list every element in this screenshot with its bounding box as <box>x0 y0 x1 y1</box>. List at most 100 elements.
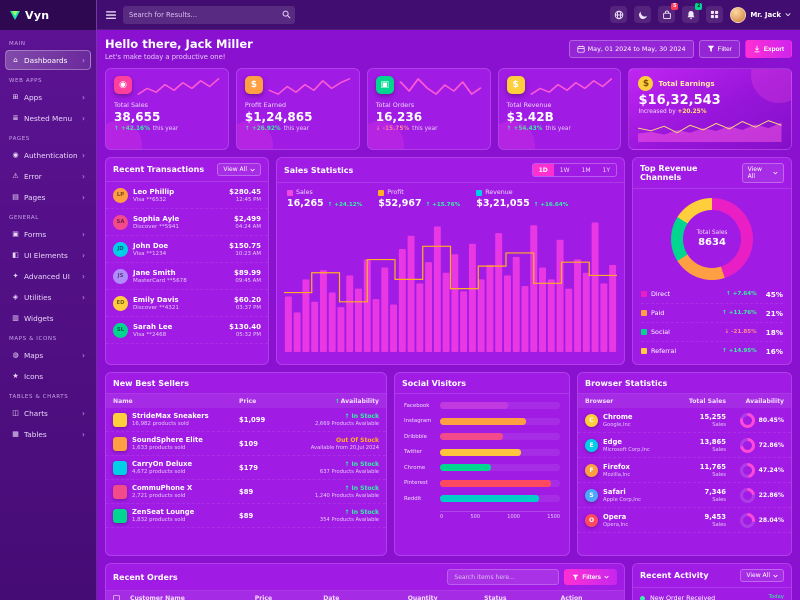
select-all-checkbox[interactable] <box>113 594 120 600</box>
ui-elements-icon: ◧ <box>12 251 19 259</box>
social-bar <box>440 448 521 456</box>
transaction-row[interactable]: ED Emily Davis Discover **4321 $60.20 03:37 … <box>106 290 268 317</box>
product-thumbnail <box>113 412 127 427</box>
transactions-view-all-button[interactable]: View All <box>217 163 261 176</box>
transaction-row[interactable]: JS Jane Smith MasterCard **5678 $89.99 09:45… <box>106 263 268 290</box>
logo[interactable]: Vyn <box>0 0 96 30</box>
sidebar-item-pages[interactable]: ▤ Pages › <box>5 187 91 207</box>
sidebar-item-advanced-ui[interactable]: ✦ Advanced UI › <box>5 266 91 286</box>
sidebar-item-maps[interactable]: ◍ Maps › <box>5 345 91 365</box>
browser-row-firefox[interactable]: F Firefox Mozilla,Inc 11,765 Sales 47.24% <box>578 458 791 483</box>
theme-toggle-icon[interactable] <box>634 6 652 23</box>
orders-column-quantity[interactable]: Quantity <box>407 594 438 600</box>
period-button-1d[interactable]: 1D <box>532 164 554 176</box>
orders-column-customer-name[interactable]: Customer Name <box>130 594 185 600</box>
social-visitors-card: Social Visitors Facebook Instagram Dribbbl… <box>394 372 570 556</box>
globe-glyph <box>614 10 624 19</box>
browser-row-safari[interactable]: S Safari Apple Corp,Inc 7,346 Sales 22.86% <box>578 483 791 508</box>
orders-column-status[interactable]: Status <box>484 594 507 600</box>
browser-row-edge[interactable]: E Edge Microsoft Corp,Inc 13,865 Sales 72.86% <box>578 433 791 458</box>
channel-color-chip <box>641 310 647 316</box>
export-button[interactable]: Export <box>744 40 792 58</box>
browser-company: Microsoft Corp,Inc <box>603 446 650 453</box>
column-total-sales[interactable]: Total Sales <box>688 397 726 405</box>
product-name: CarryOn Deluxe <box>132 460 193 468</box>
search-icon[interactable] <box>277 10 295 19</box>
social-label: Reddit <box>404 495 422 502</box>
sidebar-item-utilities[interactable]: ◈ Utilities › <box>5 287 91 307</box>
sidebar-item-charts[interactable]: ◫ Charts › <box>5 403 91 423</box>
sidebar-section-label: MAPS & ICONS <box>9 336 57 342</box>
channel-color-chip <box>641 348 647 354</box>
best-seller-row[interactable]: StrideMax Sneakers 16,982 products sold $1… <box>106 408 386 432</box>
channel-label: Social <box>651 328 670 336</box>
sidebar-item-forms[interactable]: ▣ Forms › <box>5 224 91 244</box>
orders-column-action[interactable]: Action <box>560 594 583 600</box>
donut-center: Total Sales 8634 <box>683 210 741 268</box>
orders-column-date[interactable]: Date <box>323 594 340 600</box>
best-seller-row[interactable]: ZenSeat Lounge 1,832 products sold $89 ↑ In… <box>106 504 386 528</box>
stat-label: Profit Earned <box>244 101 287 109</box>
sidebar-item-error[interactable]: ⚠ Error › <box>5 166 91 186</box>
activity-view-all-button[interactable]: View All <box>740 569 784 582</box>
stat-delta-note: this year <box>545 126 571 132</box>
date-range-picker[interactable]: May, 01 2024 to May, 30 2024 <box>568 40 694 58</box>
transaction-row[interactable]: JD John Doe Visa **1234 $150.75 10:23 AM <box>106 236 268 263</box>
browser-availability: 80.45% <box>726 412 784 428</box>
legend-delta: ↑ +15.76% <box>425 202 461 208</box>
user-menu[interactable]: Mr. Jack <box>730 6 791 23</box>
cart-icon[interactable]: 5 <box>658 3 679 23</box>
orders-search-input[interactable] <box>447 569 560 585</box>
column-name[interactable]: Name <box>113 397 133 405</box>
chevron-right-icon: › <box>82 192 85 202</box>
period-button-1m[interactable]: 1M <box>581 166 591 174</box>
sidebar-item-nested-menu[interactable]: ≣ Nested Menu › <box>5 108 91 128</box>
transaction-row[interactable]: LP Leo Phillip Visa **6532 $280.45 12:45 PM <box>106 182 268 209</box>
browser-row-chrome[interactable]: C Chrome Google,Inc 15,255 Sales 80.45% <box>578 408 791 433</box>
orders-column-price[interactable]: Price <box>254 594 273 600</box>
transaction-card: Discover **4321 <box>133 304 179 311</box>
browser-sales-value: 13,865 <box>699 437 726 446</box>
channel-label: Referral <box>651 347 677 355</box>
sidebar-item-widgets[interactable]: ▥ Widgets <box>5 308 91 328</box>
filters-button[interactable]: Filters <box>564 569 617 585</box>
activity-list: New Order Received Today <box>633 588 791 600</box>
best-seller-row[interactable]: CarryOn Deluxe 4,672 products sold $179 ↑ I… <box>106 456 386 480</box>
sidebar-item-dashboards[interactable]: ⌂ Dashboards › <box>5 50 91 70</box>
best-seller-row[interactable]: SoundSphere Elite 1,633 products sold $109… <box>106 432 386 456</box>
transaction-row[interactable]: SA Sophia Ayle Discover **5941 $2,499 04:24 … <box>106 209 268 236</box>
chevron-down-icon <box>250 168 255 171</box>
stat-card-total-revenue: $ Total Revenue $3.42B ↑ +54.43% this year <box>497 68 622 150</box>
chevron-right-icon: › <box>82 92 85 102</box>
apps-grid-icon[interactable] <box>706 6 724 23</box>
revenue-channels-view-all-button[interactable]: View All <box>741 163 784 183</box>
transaction-name: Jane Smith <box>133 268 176 277</box>
period-button-1y[interactable]: 1Y <box>602 166 610 174</box>
column-price[interactable]: Price <box>239 397 257 405</box>
filter-button[interactable]: Filter <box>698 40 740 58</box>
activity-item[interactable]: New Order Received Today <box>633 588 791 600</box>
column-availability[interactable]: ↑Availability <box>283 398 379 405</box>
transaction-person: Emily Davis Discover **4321 <box>133 296 179 311</box>
header-controls: May, 01 2024 to May, 30 2024 Filter Expo… <box>568 40 792 58</box>
column-browser[interactable]: Browser <box>585 397 614 405</box>
sidebar-item-ui-elements[interactable]: ◧ UI Elements › <box>5 245 91 265</box>
sidebar-item-apps[interactable]: ⊞ Apps › <box>5 87 91 107</box>
transaction-row[interactable]: SL Sarah Lee Visa **2468 $130.40 05:32 PM <box>106 317 268 344</box>
sidebar-item-tables[interactable]: ▦ Tables › <box>5 424 91 444</box>
avatar: LP <box>113 187 128 203</box>
user-name: Mr. Jack <box>750 10 781 19</box>
sidebar-item-authentication[interactable]: ◉ Authentication › <box>5 145 91 165</box>
period-button-1w[interactable]: 1W <box>559 166 570 174</box>
language-icon[interactable] <box>610 6 628 23</box>
sales-statistics-title: Sales Statistics <box>284 165 354 175</box>
search-input[interactable] <box>123 10 277 19</box>
menu-toggle-icon[interactable] <box>106 10 116 20</box>
notifications-icon[interactable]: 2 <box>682 3 703 23</box>
sidebar-item-icons[interactable]: ★ Icons <box>5 366 91 386</box>
browser-row-opera[interactable]: O Opera Opera,Inc 9,453 Sales 28.04% <box>578 508 791 533</box>
column-availability[interactable]: Availability <box>745 397 784 405</box>
availability-ring <box>739 512 755 528</box>
best-seller-row[interactable]: CommuPhone X 2,721 products sold $89 ↑ In S… <box>106 480 386 504</box>
authentication-icon: ◉ <box>12 151 19 159</box>
